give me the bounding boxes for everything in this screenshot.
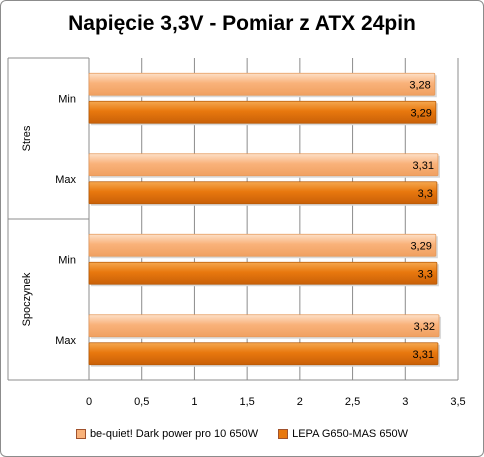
- bar-series-2: [88, 100, 437, 124]
- bar-series-2: [88, 261, 438, 285]
- bar-series-2: [88, 181, 438, 205]
- data-label: 3,3: [418, 268, 433, 280]
- legend-item-series-1: be-quiet! Dark power pro 10 650W: [75, 428, 259, 440]
- legend-label-series-1: be-quiet! Dark power pro 10 650W: [89, 428, 259, 440]
- bar-series-1: [88, 153, 439, 177]
- data-label: 3,29: [410, 240, 431, 252]
- group-label: Spoczynek: [21, 272, 33, 326]
- bar-series-1: [88, 233, 437, 257]
- category-label: Max: [55, 174, 76, 186]
- legend: be-quiet! Dark power pro 10 650W LEPA G6…: [0, 428, 484, 440]
- x-tick-label: 0,5: [134, 396, 149, 408]
- x-tick-label: 2: [297, 396, 303, 408]
- category-label: Min: [58, 93, 76, 105]
- legend-item-series-2: LEPA G650-MAS 650W: [278, 428, 408, 440]
- label-layer: 0 0,5 1 1,5 2 2,5 3 3,5 Stres Min 3,28 3,29 Max 3,31 3…: [21, 79, 466, 408]
- x-tick-label: 1,5: [239, 396, 254, 408]
- bar-series-1: [88, 314, 440, 338]
- bar-series-1: [88, 72, 436, 96]
- data-label: 3,32: [414, 321, 435, 333]
- bar-layer: [88, 72, 442, 367]
- x-tick-label: 2,5: [345, 396, 360, 408]
- x-tick-label: 3: [402, 396, 408, 408]
- chart-title: Napięcie 3,3V - Pomiar z ATX 24pin: [68, 12, 416, 35]
- data-label: 3,29: [410, 107, 431, 119]
- data-label: 3,31: [413, 160, 434, 172]
- data-label: 3,3: [418, 188, 433, 200]
- x-tick-label: 0: [86, 396, 92, 408]
- category-label: Max: [55, 335, 76, 347]
- data-label: 3,28: [409, 79, 430, 91]
- legend-swatch-series-1: [75, 429, 86, 439]
- data-label: 3,31: [413, 349, 434, 361]
- legend-label-series-2: LEPA G650-MAS 650W: [292, 428, 409, 440]
- x-tick-label: 1: [191, 396, 197, 408]
- bar-series-2: [88, 342, 439, 366]
- legend-swatch-series-2: [278, 429, 289, 439]
- group-label: Stres: [21, 125, 33, 151]
- category-label: Min: [58, 254, 76, 266]
- x-tick-label: 3,5: [450, 396, 465, 408]
